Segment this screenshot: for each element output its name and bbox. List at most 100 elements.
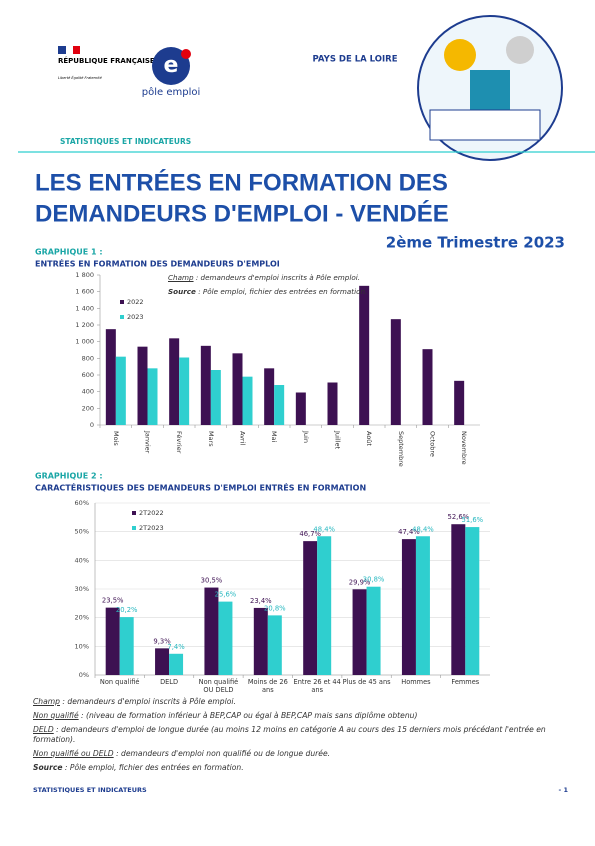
flag-logo: [73, 46, 80, 54]
note: Source : Pôle emploi, fichier des entrée…: [33, 763, 553, 773]
brand-logo: [152, 47, 190, 85]
bar: [200, 345, 211, 425]
note-term: Source: [168, 287, 196, 296]
notes: Champ : demandeurs d'emploi inscrits à P…: [33, 697, 553, 773]
note-text: : demandeurs d'emploi inscrits à Pôle em…: [193, 273, 361, 282]
x-tick-label: Septembre: [397, 431, 405, 467]
y-tick-label: 1 000: [75, 338, 94, 346]
bar: [401, 539, 416, 675]
note-term: DELD: [33, 725, 54, 734]
chart-label: GRAPHIQUE 1 :: [35, 248, 103, 257]
x-tick-label-box: Non qualifié OU DELD: [199, 678, 239, 694]
bar: [232, 353, 243, 425]
y-tick-label: 1 600: [75, 288, 94, 296]
note-text: : (niveau de formation inférieur à BEP,C…: [78, 711, 418, 720]
legend-label: 2022: [127, 298, 144, 306]
x-tick-label: Entre 26 et 44 ans: [293, 678, 341, 694]
bar: [327, 382, 338, 425]
bar: [253, 607, 268, 675]
bar: [267, 615, 282, 675]
data-label: 30,5%: [201, 577, 223, 585]
bar: [303, 541, 318, 675]
y-tick-label: 400: [82, 388, 94, 396]
bar: [179, 357, 190, 425]
page-number: - 1: [559, 786, 569, 794]
note-term: Champ: [168, 273, 194, 282]
x-tick-label: Hommes: [401, 678, 431, 686]
data-label: 52,6%: [448, 513, 470, 521]
x-tick-label: Février: [175, 431, 183, 454]
y-tick-label: 0%: [79, 671, 89, 679]
note-term: Champ: [33, 697, 60, 706]
bar: [465, 527, 480, 675]
x-tick-label: Non qualifié: [99, 678, 140, 686]
bar: [359, 285, 370, 425]
y-tick-label: 800: [82, 354, 94, 362]
brand: pôle emploi: [142, 86, 201, 98]
title: LES ENTRÉES EN FORMATION DES: [35, 168, 448, 196]
note-text: : demandeurs d'emploi inscrits à Pôle em…: [60, 697, 236, 706]
y-tick-label: 200: [82, 404, 94, 412]
bar: [169, 653, 184, 675]
chart-label: GRAPHIQUE 2 :: [35, 472, 103, 481]
bar: [415, 536, 430, 675]
x-tick-label: Juin: [302, 430, 310, 443]
data-label: 29,9%: [349, 578, 371, 586]
bar: [204, 587, 219, 675]
flag-logo: [66, 46, 73, 54]
x-tick-label-box: Hommes: [401, 678, 431, 686]
y-tick-label: 10%: [75, 642, 89, 650]
note: DELD : demandeurs d'emploi de longue dur…: [33, 725, 553, 745]
bar: [147, 368, 158, 425]
x-tick-label-box: Plus de 45 ans: [343, 678, 391, 686]
x-tick-label: Novembre: [460, 431, 468, 465]
bar: [210, 370, 221, 425]
bar: [352, 589, 367, 675]
bar: [366, 586, 381, 675]
x-tick-label-box: Femmes: [451, 678, 479, 686]
x-tick-label: Août: [365, 431, 373, 446]
notes: Champ : demandeurs d'emploi inscrits à P…: [168, 273, 368, 297]
y-tick-label: 1 200: [75, 321, 94, 329]
bar: [390, 319, 401, 425]
bar: [422, 349, 433, 425]
data-label: 47,4%: [398, 528, 420, 536]
chart-title: CARACTÉRISTIQUES DES DEMANDEURS D'EMPLOI…: [35, 482, 366, 493]
note-term: Non qualifié: [33, 711, 79, 720]
x-tick-label: Avril: [239, 431, 247, 445]
section: STATISTIQUES ET INDICATEURS: [60, 137, 191, 146]
legend-label: 2023: [127, 313, 144, 321]
bar: [105, 607, 120, 675]
y-tick-label: 50%: [75, 528, 89, 536]
x-tick-label: DELD: [160, 678, 179, 686]
note-text: : Pôle emploi, fichier des entrées en fo…: [62, 763, 244, 772]
x-tick-label-box: Moins de 26 ans: [248, 678, 288, 694]
note: Non qualifié ou DELD : demandeurs d'empl…: [33, 749, 553, 759]
note: Source : Pôle emploi, fichier des entrée…: [168, 287, 368, 297]
illustration: [429, 109, 541, 141]
x-tick-label-box: Entre 26 et 44 ans: [293, 678, 341, 694]
note: Champ : demandeurs d'emploi inscrits à P…: [168, 273, 368, 283]
data-label: 46,7%: [299, 530, 321, 538]
footer-section: STATISTIQUES ET INDICATEURS: [33, 786, 147, 794]
illustration: [470, 70, 510, 110]
x-tick-label-box: DELD: [160, 678, 179, 686]
data-label: 30,8%: [363, 576, 385, 584]
illustration: [506, 36, 534, 64]
bar: [155, 648, 170, 675]
y-tick-label: 60%: [75, 499, 89, 507]
data-label: 23,4%: [250, 597, 272, 605]
brand-logo: [181, 49, 191, 59]
legend-label: 2T2022: [139, 509, 164, 517]
note-term: Source: [33, 763, 63, 772]
legend-swatch: [120, 300, 124, 304]
region: PAYS DE LA LOIRE: [312, 55, 397, 65]
data-label: 23,5%: [102, 597, 124, 605]
y-tick-label: 600: [82, 371, 94, 379]
data-label: 20,8%: [264, 604, 286, 612]
data-label: 51,6%: [462, 516, 484, 524]
y-tick-label: 40%: [75, 556, 89, 564]
y-tick-label: 0: [90, 421, 94, 429]
